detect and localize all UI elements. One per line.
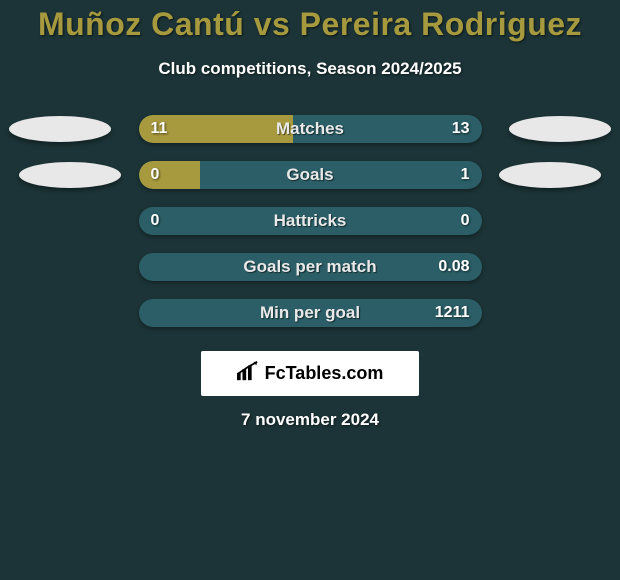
stat-bar-left-fill <box>139 161 201 189</box>
player-right-avatar <box>509 116 611 142</box>
stat-row: 11Matches13 <box>0 115 620 143</box>
stat-label: Goals per match <box>139 257 482 277</box>
stat-bar: Min per goal1211 <box>139 299 482 327</box>
snapshot-date: 7 november 2024 <box>0 410 620 430</box>
player-left-avatar <box>9 116 111 142</box>
source-logo: FcTables.com <box>201 351 419 396</box>
stat-value-right: 0 <box>461 212 470 230</box>
competition-subtitle: Club competitions, Season 2024/2025 <box>0 59 620 79</box>
stat-bar: 11Matches13 <box>139 115 482 143</box>
stat-value-left: 0 <box>151 166 160 184</box>
stat-row: 0Hattricks0 <box>0 207 620 235</box>
stat-value-right: 0.08 <box>438 258 469 276</box>
stat-row: Goals per match0.08 <box>0 253 620 281</box>
stat-rows: 11Matches130Goals10Hattricks0Goals per m… <box>0 115 620 327</box>
stat-label: Min per goal <box>139 303 482 323</box>
stat-label: Hattricks <box>139 211 482 231</box>
page-title: Muñoz Cantú vs Pereira Rodriguez <box>0 6 620 43</box>
stat-row: 0Goals1 <box>0 161 620 189</box>
stat-bar: Goals per match0.08 <box>139 253 482 281</box>
player-left-avatar <box>19 162 121 188</box>
chart-icon <box>237 361 259 386</box>
stat-value-left: 11 <box>151 120 168 138</box>
stat-value-right: 1211 <box>435 304 470 322</box>
player-right-avatar <box>499 162 601 188</box>
logo-text: FcTables.com <box>265 363 384 384</box>
stat-bar: 0Hattricks0 <box>139 207 482 235</box>
comparison-card: Muñoz Cantú vs Pereira Rodriguez Club co… <box>0 0 620 430</box>
stat-row: Min per goal1211 <box>0 299 620 327</box>
stat-value-right: 13 <box>452 120 470 138</box>
stat-bar: 0Goals1 <box>139 161 482 189</box>
stat-value-left: 0 <box>151 212 160 230</box>
stat-value-right: 1 <box>461 166 470 184</box>
